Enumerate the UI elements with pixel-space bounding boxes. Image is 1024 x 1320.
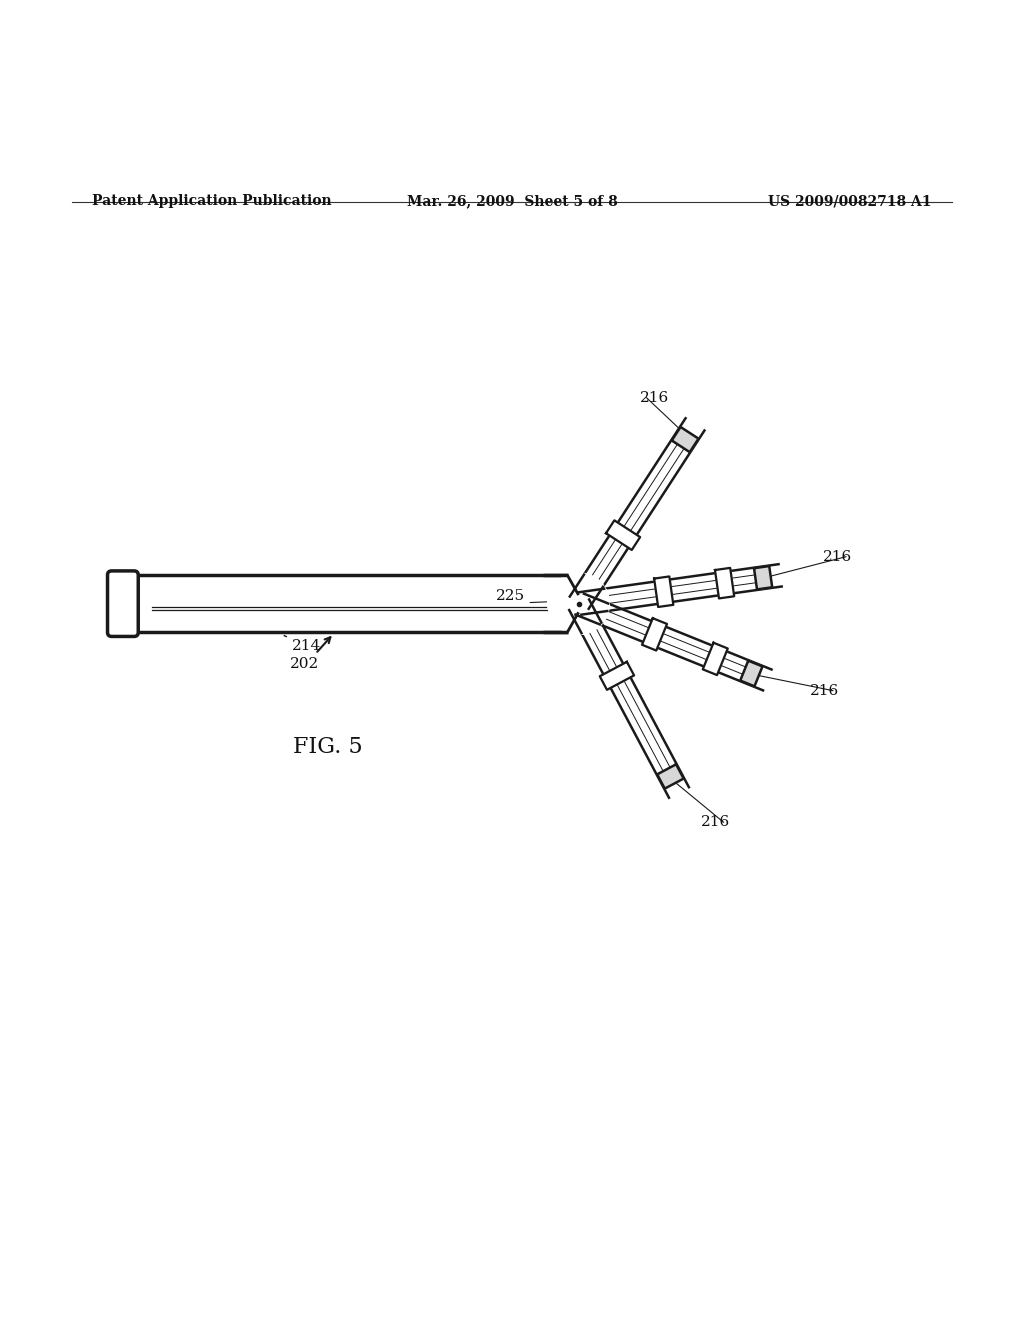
Text: Patent Application Publication: Patent Application Publication <box>92 194 332 209</box>
Text: 216: 216 <box>700 816 730 829</box>
Circle shape <box>548 573 609 635</box>
Text: 216: 216 <box>640 391 670 405</box>
Polygon shape <box>642 618 667 651</box>
Text: 225: 225 <box>497 589 525 603</box>
Text: 214: 214 <box>284 635 322 653</box>
FancyBboxPatch shape <box>108 572 138 636</box>
Text: 216: 216 <box>823 549 852 564</box>
Text: FIG. 5: FIG. 5 <box>293 737 362 758</box>
Polygon shape <box>715 568 734 598</box>
Polygon shape <box>657 764 684 788</box>
Polygon shape <box>672 426 698 453</box>
Polygon shape <box>740 661 763 686</box>
Polygon shape <box>754 566 772 590</box>
Polygon shape <box>606 520 640 550</box>
Polygon shape <box>600 661 634 690</box>
Text: 216: 216 <box>810 684 840 698</box>
Polygon shape <box>702 643 728 675</box>
Text: US 2009/0082718 A1: US 2009/0082718 A1 <box>768 194 932 209</box>
Text: 202: 202 <box>290 657 318 671</box>
Polygon shape <box>654 577 674 607</box>
Circle shape <box>548 573 609 635</box>
Text: Mar. 26, 2009  Sheet 5 of 8: Mar. 26, 2009 Sheet 5 of 8 <box>407 194 617 209</box>
